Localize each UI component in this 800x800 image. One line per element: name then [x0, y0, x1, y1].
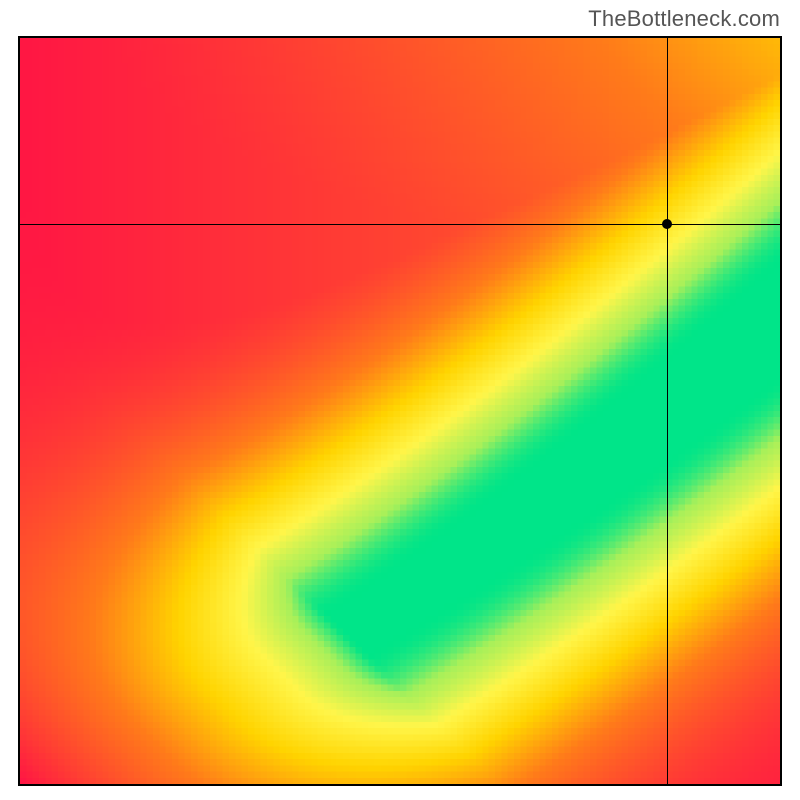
- bottleneck-heatmap: [20, 38, 780, 784]
- watermark-text: TheBottleneck.com: [588, 6, 780, 32]
- bottleneck-heatmap-frame: [18, 36, 782, 786]
- crosshair-vertical: [667, 38, 668, 784]
- crosshair-marker: [662, 219, 672, 229]
